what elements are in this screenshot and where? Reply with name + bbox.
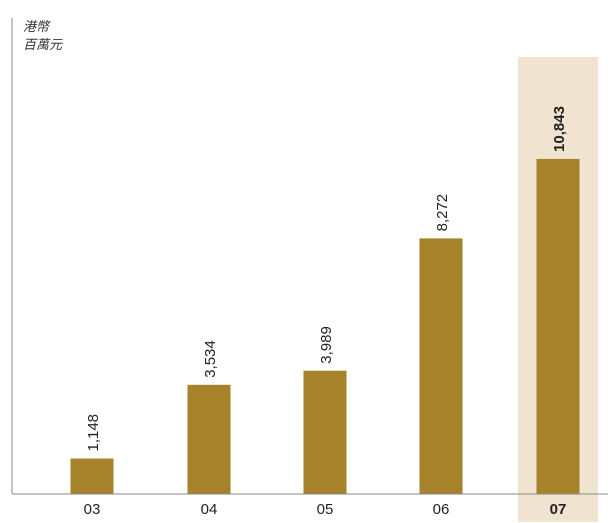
- y-axis-unit-line-2: 百萬元: [23, 38, 63, 53]
- x-tick-label-04: 04: [201, 501, 218, 518]
- bar-04: [187, 384, 231, 494]
- x-tick-label-05: 05: [317, 501, 334, 518]
- value-label-07: 10,843: [551, 106, 568, 152]
- bar-07: [536, 158, 580, 494]
- bar-05: [303, 370, 347, 494]
- bar-06: [419, 238, 463, 494]
- x-tick-label-06: 06: [433, 501, 450, 518]
- value-label-05: 3,989: [318, 326, 335, 364]
- value-label-04: 3,534: [202, 340, 219, 378]
- value-label-06: 8,272: [434, 194, 451, 232]
- bar-03: [70, 458, 114, 494]
- x-tick-label-07: 07: [550, 501, 567, 518]
- y-axis-unit-line-1: 港幣: [23, 20, 50, 35]
- value-label-03: 1,148: [85, 414, 102, 452]
- x-tick-label-03: 03: [84, 501, 101, 518]
